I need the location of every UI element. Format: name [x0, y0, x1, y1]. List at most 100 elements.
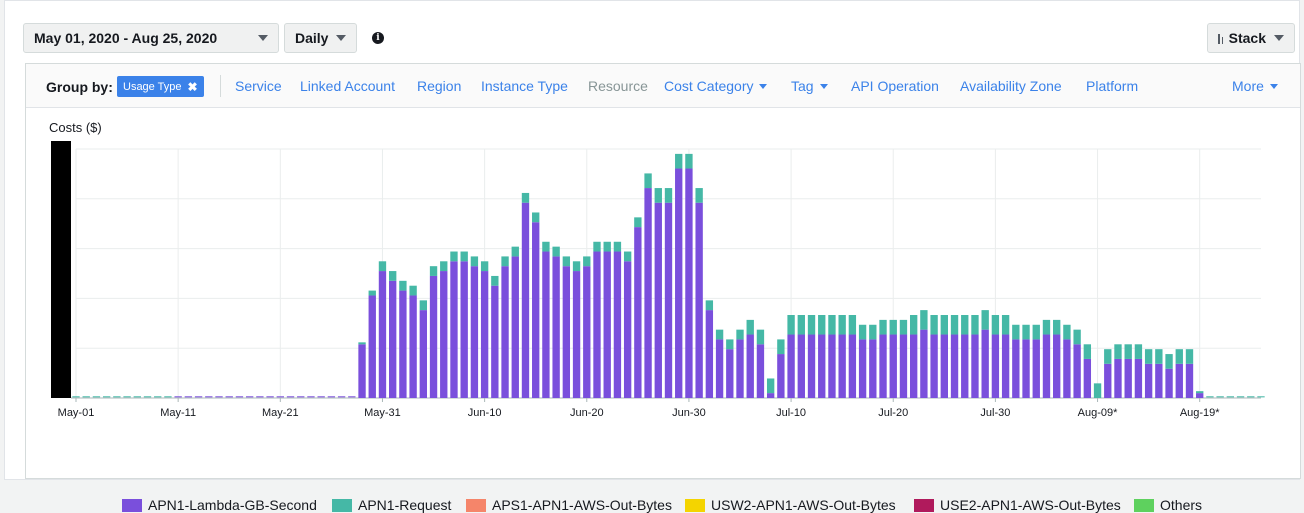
bar-segment-series-1	[1144, 349, 1153, 364]
bar-segment-series-0	[603, 251, 611, 398]
bar-segment-series-0	[664, 202, 673, 398]
bar-segment-series-0	[777, 354, 785, 398]
group-option-service[interactable]: Service	[235, 78, 282, 94]
bar-segment-series-0	[787, 334, 795, 398]
bar-segment-series-1	[583, 256, 591, 267]
bar-segment-series-1	[501, 256, 509, 267]
bar-segment-series-1	[675, 153, 683, 169]
group-option-platform[interactable]: Platform	[1086, 78, 1139, 94]
legend-item[interactable]: USW2-APN1-AWS-Out-Bytes	[685, 497, 896, 513]
bar-segment-series-0	[950, 334, 959, 398]
legend-item[interactable]: APS1-APN1-AWS-Out-Bytes	[466, 497, 672, 513]
bar-segment-series-0	[971, 334, 979, 398]
zero-bar	[286, 396, 295, 398]
chevron-down-icon	[1269, 84, 1278, 89]
bar-segment-series-0	[634, 227, 642, 398]
bar-segment-series-0	[909, 334, 918, 398]
bar-segment-series-0	[746, 334, 754, 398]
bar-segment-series-1	[1063, 324, 1071, 340]
tag-option-label: Tag	[791, 78, 814, 94]
bar-segment-series-1	[1175, 349, 1183, 364]
bar-segment-series-1	[644, 173, 652, 189]
zero-bar	[317, 396, 325, 398]
bar-segment-series-1	[971, 315, 979, 335]
bar-segment-series-0	[460, 261, 468, 398]
bar-segment-series-0	[1042, 334, 1051, 398]
granularity-dropdown[interactable]: Daily	[284, 23, 357, 53]
x-tick-label: Jul-30	[980, 407, 1010, 419]
bar-segment-series-1	[491, 275, 499, 286]
bar-segment-series-1	[981, 310, 989, 330]
divider	[220, 75, 221, 97]
bar-segment-series-0	[429, 275, 438, 398]
bar-segment-series-1	[450, 251, 458, 262]
bar-segment-series-0	[991, 334, 1000, 398]
close-icon[interactable]: ✖	[187, 79, 198, 94]
group-option-cost-category[interactable]: Cost Category	[664, 78, 768, 94]
date-range-dropdown[interactable]: May 01, 2020 - Aug 25, 2020	[23, 23, 279, 53]
x-tick-label: May-31	[364, 407, 401, 419]
legend-swatch	[1134, 498, 1154, 512]
bar-segment-series-0	[358, 344, 366, 398]
legend-item[interactable]: APN1-Request	[332, 497, 451, 513]
chart-style-dropdown[interactable]: Stack	[1207, 23, 1295, 53]
bar-segment-series-1	[1042, 319, 1051, 335]
bar-segment-series-1	[1196, 391, 1204, 394]
group-option-instance-type[interactable]: Instance Type	[481, 78, 568, 94]
zero-bar	[205, 396, 213, 398]
zero-bar	[1216, 396, 1224, 398]
x-tick-label: May-01	[58, 407, 95, 419]
chevron-down-icon	[819, 84, 828, 89]
granularity-label: Daily	[295, 30, 329, 46]
more-label: More	[1232, 78, 1264, 94]
bar-segment-series-0	[470, 266, 479, 398]
bar-segment-series-1	[787, 315, 795, 335]
bar-segment-series-0	[583, 266, 591, 398]
zero-bar	[276, 396, 284, 398]
bar-segment-series-0	[705, 310, 714, 398]
legend-item[interactable]: APN1-Lambda-GB-Second	[122, 497, 317, 513]
group-option-api-operation[interactable]: API Operation	[851, 78, 939, 94]
legend-item[interactable]: USE2-APN1-AWS-Out-Bytes	[914, 497, 1121, 513]
group-option-linked-account[interactable]: Linked Account	[300, 78, 395, 94]
group-option-availability-zone[interactable]: Availability Zone	[960, 78, 1062, 94]
bar-segment-series-0	[1073, 344, 1081, 398]
bar-segment-series-1	[1073, 329, 1081, 345]
legend-item[interactable]: Others	[1134, 497, 1202, 513]
date-range-label: May 01, 2020 - Aug 25, 2020	[34, 30, 218, 46]
bar-segment-series-0	[1155, 363, 1163, 398]
bar-segment-series-1	[460, 251, 468, 262]
bar-segment-series-0	[736, 339, 744, 398]
bar-segment-series-1	[429, 266, 438, 276]
info-icon[interactable]: i	[372, 32, 384, 44]
legend-label: Others	[1160, 497, 1203, 513]
bar-segment-series-1	[521, 192, 530, 203]
cost-explorer-page: May 01, 2020 - Aug 25, 2020 Daily i Stac…	[4, 0, 1301, 513]
group-option-tag[interactable]: Tag	[791, 78, 828, 94]
more-options-dropdown[interactable]: More	[1232, 78, 1278, 94]
bar-segment-series-0	[838, 334, 846, 398]
chevron-down-icon	[759, 84, 768, 89]
zero-bar	[164, 396, 172, 398]
bar-segment-series-0	[695, 202, 703, 398]
bar-segment-series-0	[930, 334, 938, 398]
zero-bar	[256, 396, 264, 398]
bar-segment-series-0	[440, 271, 448, 398]
x-tick-label: Jun-10	[468, 407, 502, 419]
bar-segment-series-1	[470, 256, 479, 267]
bar-segment-series-1	[368, 290, 376, 296]
zero-bar	[235, 396, 244, 398]
bar-segment-series-1	[593, 241, 601, 252]
bar-segment-series-0	[940, 334, 948, 398]
group-option-region[interactable]: Region	[417, 78, 462, 94]
bar-segment-series-1	[848, 315, 857, 335]
zero-bar	[1226, 396, 1235, 398]
bar-segment-series-0	[593, 251, 601, 398]
usage-type-filter-tag[interactable]: Usage Type ✖	[117, 76, 204, 97]
bar-segment-series-0	[807, 334, 816, 398]
zero-bar	[174, 396, 182, 398]
zero-bar	[245, 396, 254, 398]
bar-segment-series-0	[828, 334, 836, 398]
zero-bar	[143, 396, 152, 398]
bar-segment-series-1	[399, 280, 407, 291]
